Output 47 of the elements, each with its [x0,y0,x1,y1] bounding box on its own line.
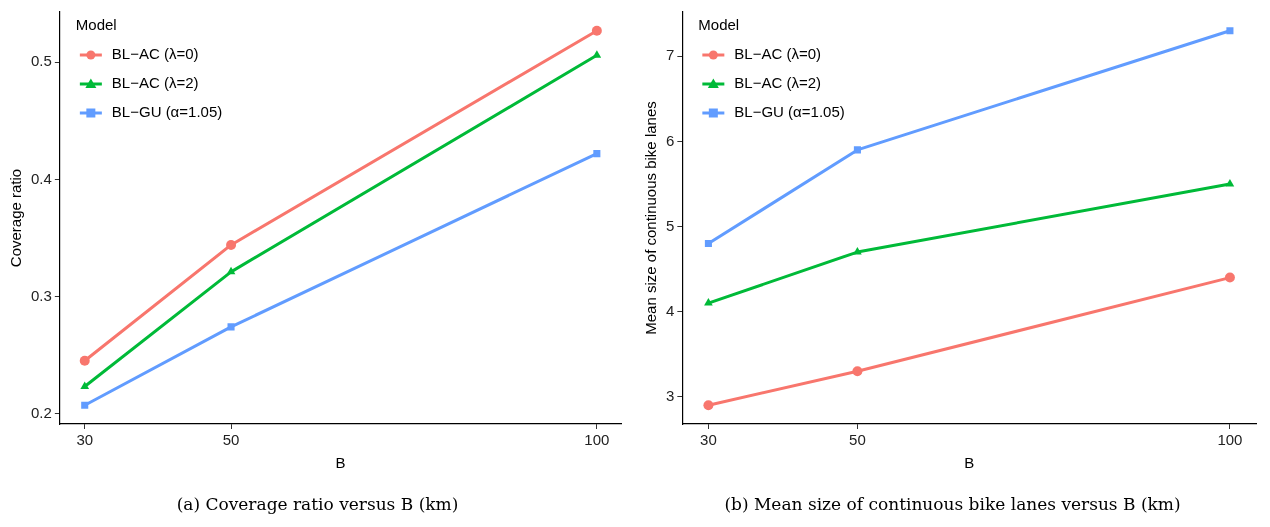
x-axis-title: B [335,454,346,472]
point [591,25,602,36]
text: (b) Mean size of continuous bike lanes versus B (km) [723,494,1182,514]
y-tick-label: 0.5 [30,52,52,70]
x-tick-label: 100 [1217,431,1243,449]
legend-label: BL−AC (λ=2) [111,74,199,92]
y-tick-label: 6 [666,131,675,149]
y-axis-title: Coverage ratio [7,168,25,268]
x-tick-label: 50 [849,431,866,449]
point [592,50,602,58]
x-tick-label: 50 [222,431,240,449]
point [226,266,236,275]
x-tick-label: 100 [584,431,610,449]
point [81,401,89,409]
y-axis-title: Mean size of continuous bike lanes [642,101,660,335]
text: (a) Coverage ratio versus B (km) [175,494,460,514]
point [80,381,90,390]
legend-title: Model [75,16,117,34]
point [1226,27,1234,35]
point [1224,272,1235,283]
point [227,323,235,331]
x-axis-title: B [964,454,975,472]
point [703,400,714,411]
point [593,150,601,158]
point [853,247,862,255]
point [226,239,237,250]
legend-label: BL−GU (α=1.05) [111,103,223,121]
point [852,366,863,377]
y-tick-label: 0.2 [30,403,52,421]
y-tick-label: 5 [666,216,675,234]
point [704,298,713,306]
y-tick-label: 4 [666,301,675,319]
y-tick-label: 3 [666,386,675,404]
legend-label: BL−AC (λ=2) [734,74,822,92]
legend-label: BL−AC (λ=0) [734,45,822,63]
point [853,146,861,154]
y-tick-label: 7 [666,46,675,64]
x-tick-label: 30 [700,431,717,449]
legend-label: BL−AC (λ=0) [111,45,199,63]
point [1225,178,1235,187]
x-tick-label: 30 [76,431,94,449]
legend-title: Model [698,16,740,34]
point [79,355,90,366]
legend-label: BL−GU (α=1.05) [734,103,845,121]
y-tick-label: 0.3 [30,286,52,304]
y-tick-label: 0.4 [30,169,52,187]
point [704,240,712,248]
